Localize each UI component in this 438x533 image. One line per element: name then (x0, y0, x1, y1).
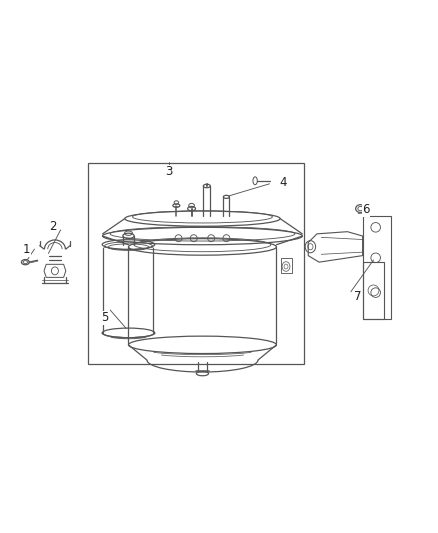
Text: 6: 6 (362, 204, 370, 216)
Text: 5: 5 (101, 311, 109, 325)
Bar (363, 262, 385, 319)
Text: 3: 3 (165, 165, 173, 178)
Bar (363, 216, 391, 319)
Text: 1: 1 (23, 244, 30, 256)
Bar (281, 258, 292, 273)
Text: 4: 4 (279, 176, 287, 189)
Text: 2: 2 (49, 220, 57, 233)
Bar (88, 163, 304, 365)
Text: 7: 7 (353, 289, 361, 303)
